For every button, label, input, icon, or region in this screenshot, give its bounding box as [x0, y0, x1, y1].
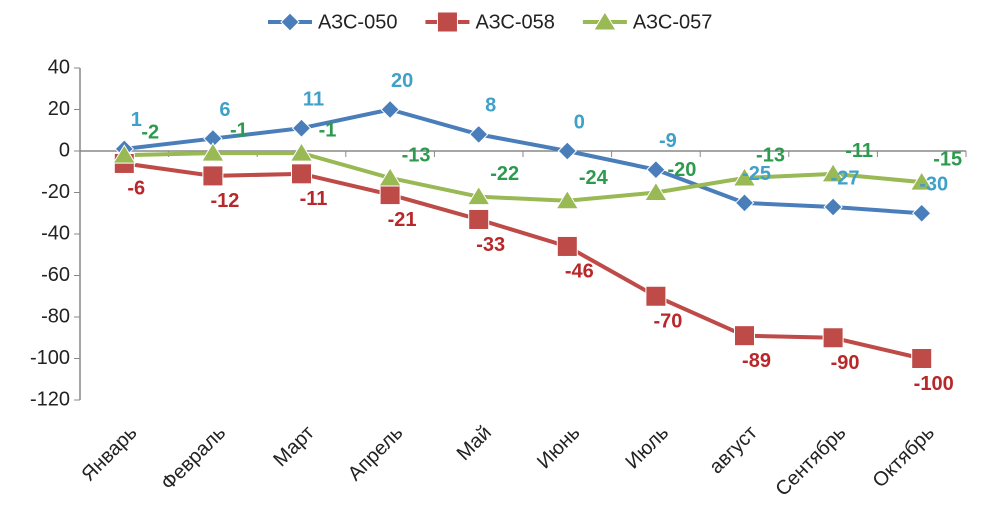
- data-label: 6: [219, 99, 230, 121]
- data-label: 1: [131, 109, 142, 131]
- data-label: -33: [476, 234, 505, 256]
- marker: [645, 285, 667, 307]
- marker: [646, 159, 666, 180]
- x-tick-label: Апрель: [344, 422, 408, 486]
- data-label: 0: [574, 111, 585, 133]
- data-label: -20: [667, 159, 696, 181]
- x-tick-label: Июнь: [533, 422, 585, 474]
- data-label: -2: [141, 121, 159, 143]
- y-tick-label: -20: [41, 181, 70, 203]
- y-tick-label: -60: [41, 264, 70, 286]
- data-label: -13: [402, 144, 431, 166]
- data-label: -1: [319, 119, 337, 141]
- marker: [466, 185, 491, 206]
- data-label: 20: [391, 70, 413, 92]
- legend-label: АЗС-058: [475, 11, 554, 33]
- marker: [280, 12, 300, 32]
- series-line: [124, 161, 923, 361]
- data-label: -70: [653, 311, 682, 333]
- data-label: -89: [742, 350, 771, 372]
- x-tick-label: август: [705, 422, 762, 479]
- data-label: -1: [230, 119, 248, 141]
- marker: [379, 184, 401, 206]
- marker: [593, 11, 617, 31]
- data-label: -90: [831, 352, 860, 374]
- series-line: [124, 151, 922, 203]
- y-tick-label: -40: [41, 222, 70, 244]
- marker: [734, 193, 755, 213]
- marker: [821, 162, 845, 183]
- marker: [436, 11, 458, 33]
- data-label: -27: [831, 167, 860, 189]
- data-label: -9: [659, 130, 677, 152]
- data-label: -13: [756, 144, 785, 166]
- data-label: -15: [933, 148, 962, 170]
- marker: [822, 327, 844, 349]
- marker: [644, 181, 668, 201]
- x-tick-label: Февраль: [157, 422, 230, 495]
- marker: [911, 348, 933, 369]
- y-tick-label: 0: [59, 139, 70, 161]
- legend-label: АЗС-050: [318, 11, 397, 33]
- data-label: -24: [579, 167, 609, 189]
- marker: [112, 144, 137, 164]
- marker: [468, 124, 489, 145]
- x-tick-label: Октябрь: [869, 422, 939, 492]
- marker: [556, 235, 578, 257]
- x-tick-label: Январь: [78, 422, 142, 486]
- marker: [380, 99, 400, 120]
- data-label: -22: [490, 163, 519, 185]
- marker: [289, 142, 314, 162]
- data-label: -46: [565, 261, 594, 283]
- marker: [555, 189, 580, 210]
- data-label: -6: [127, 178, 145, 200]
- data-label: -11: [845, 140, 873, 162]
- marker: [378, 167, 402, 187]
- y-tick-label: 20: [48, 98, 70, 120]
- x-tick-label: Сентябрь: [771, 422, 850, 501]
- marker: [909, 171, 934, 191]
- data-label: -21: [388, 209, 417, 231]
- marker: [734, 325, 755, 347]
- x-tick-label: Март: [269, 422, 318, 471]
- data-label: -11: [300, 188, 328, 210]
- marker: [911, 203, 932, 223]
- marker: [202, 165, 224, 187]
- marker: [732, 167, 757, 187]
- data-label: -30: [919, 174, 948, 196]
- data-label: 11: [303, 88, 324, 110]
- y-tick-label: -80: [41, 305, 70, 327]
- data-label: -12: [210, 190, 239, 212]
- legend-label: АЗС-057: [633, 11, 712, 33]
- data-label: 8: [485, 95, 496, 117]
- marker: [291, 118, 312, 138]
- data-label: -25: [742, 163, 771, 185]
- y-tick-label: -120: [30, 388, 70, 410]
- x-tick-label: Май: [453, 422, 496, 465]
- data-label: -100: [914, 373, 954, 395]
- marker: [291, 163, 312, 185]
- y-tick-label: -100: [30, 347, 70, 369]
- marker: [201, 142, 225, 162]
- x-tick-label: Июль: [622, 422, 674, 474]
- y-tick-label: 40: [48, 56, 70, 78]
- marker: [823, 197, 843, 217]
- series-line: [124, 107, 922, 216]
- marker: [468, 208, 490, 230]
- marker: [557, 141, 578, 161]
